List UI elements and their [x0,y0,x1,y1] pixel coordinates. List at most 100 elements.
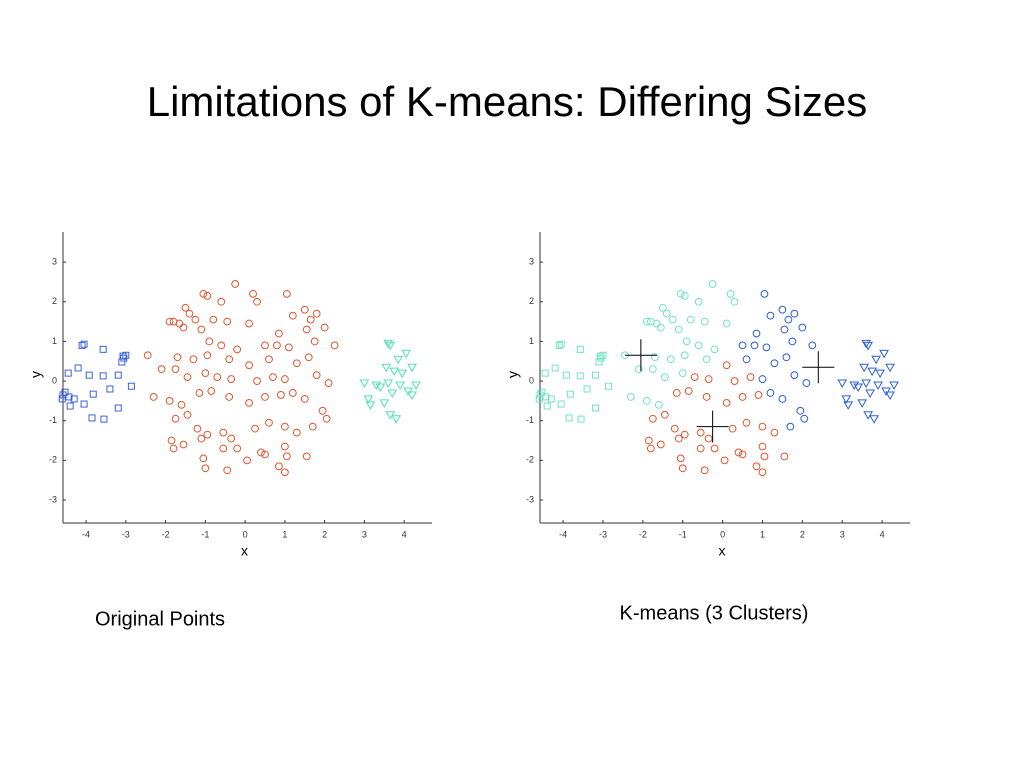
point [143,351,152,360]
series [535,340,613,423]
point [648,365,657,374]
point [280,442,289,451]
point [114,404,122,412]
point [189,355,198,364]
point [201,369,210,378]
point [758,442,767,451]
point [694,341,703,350]
point [674,325,683,334]
point [330,341,339,350]
point [680,351,689,360]
point [879,349,889,359]
x-tick-label: -2 [639,529,647,539]
y-tick-label: 0 [52,375,57,385]
y-tick-label: 1 [52,336,57,346]
point [867,367,877,377]
point [277,391,285,399]
y-tick-label: -3 [49,494,57,504]
point [70,395,78,403]
point [780,452,789,461]
point [704,375,713,383]
point [401,349,412,359]
point [269,373,277,382]
point [167,436,176,445]
point [708,280,717,288]
point [796,406,805,415]
point [80,400,88,408]
point [666,355,675,364]
y-tick-label: 0 [529,375,534,385]
point [74,364,82,372]
x-tick-label: 2 [800,529,805,539]
point [535,395,543,403]
point [696,444,705,453]
point [853,383,864,393]
point [676,454,685,463]
point [106,385,114,393]
point [547,395,555,403]
point [179,440,188,449]
point [359,379,370,389]
point [658,303,667,312]
point [306,315,315,324]
point [371,381,382,391]
point [300,395,309,403]
x-tick-label: -1 [679,529,687,539]
point [704,434,713,443]
point [175,319,184,328]
point [169,444,178,453]
x-tick-label: 3 [362,529,367,539]
point [197,434,206,443]
point [300,305,309,314]
point [223,466,232,475]
point [597,354,605,362]
point [171,365,180,374]
point [288,311,297,320]
point [738,341,747,350]
point [273,341,281,350]
point [225,355,234,364]
series [621,280,739,409]
point [682,337,691,346]
point [379,399,390,408]
point [324,379,333,387]
point [849,381,860,391]
point [99,372,107,380]
x-axis-label: x [241,543,248,559]
point [790,371,799,380]
point [746,373,755,382]
point [302,452,311,461]
point [183,373,192,382]
point [674,434,683,443]
point [627,393,635,401]
point [223,317,232,326]
point [722,361,731,370]
y-tick-label: -3 [526,494,534,504]
y-tick-label: -2 [526,455,534,465]
point [407,391,417,400]
point [678,464,687,473]
point [203,291,212,300]
x-tick-label: -2 [162,529,170,539]
point [265,418,273,427]
point [863,341,873,351]
point [837,379,848,389]
point [680,291,689,300]
point [648,414,657,423]
series [359,339,421,424]
point [383,339,394,349]
point [730,297,739,306]
point [668,315,677,324]
series [624,339,835,443]
point [118,358,126,366]
point [165,317,174,326]
point [251,424,259,433]
point [798,323,807,332]
point [231,280,240,288]
point [181,303,190,312]
point [100,415,108,423]
point [766,389,775,397]
point [591,371,599,379]
point [227,375,236,383]
point [660,373,669,382]
